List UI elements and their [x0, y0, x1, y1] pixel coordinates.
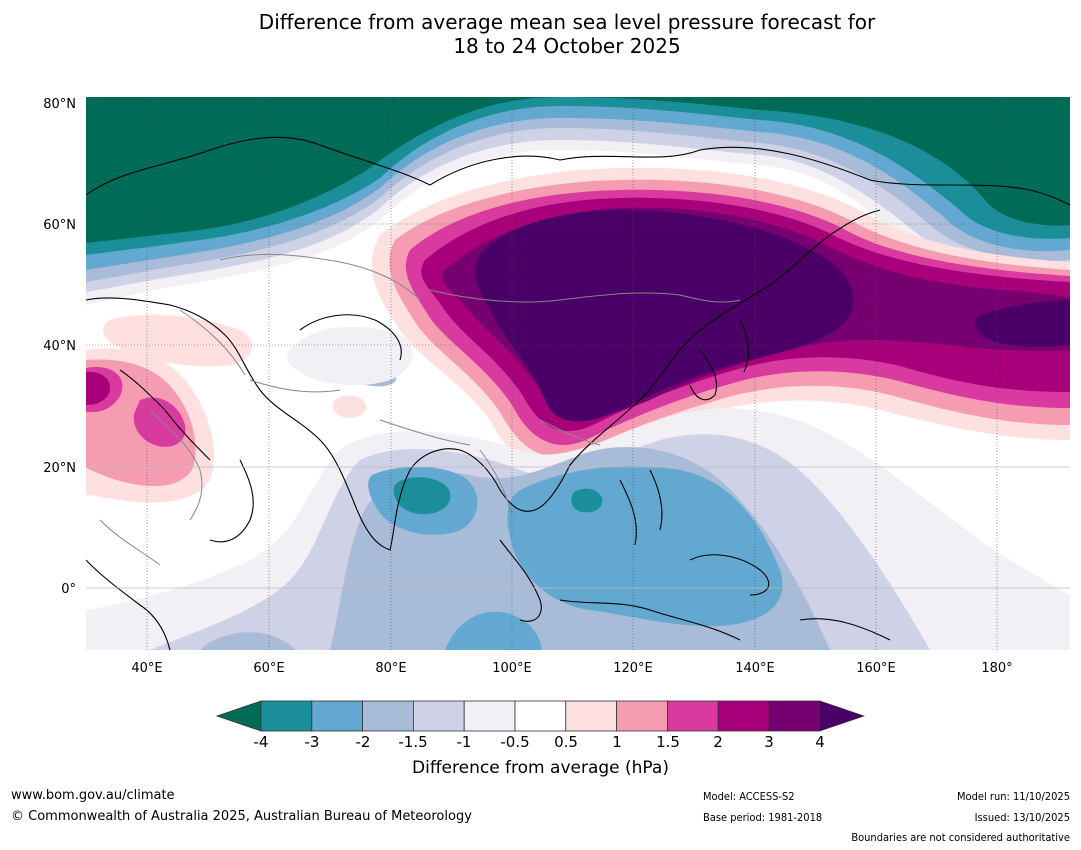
- lat-label-40n: 40°N: [43, 339, 76, 354]
- asia-high-core: [475, 210, 854, 422]
- lon-label-140e: 140°E: [735, 661, 775, 676]
- lat-label-20n: 20°N: [43, 461, 76, 476]
- title-line-2: 18 to 24 October 2025: [453, 34, 681, 58]
- colorbar-tick: -4: [253, 733, 269, 751]
- boundaries-disclaimer: Boundaries are not considered authoritat…: [851, 831, 1070, 844]
- coastlines: [86, 136, 1070, 650]
- model-name: Model: ACCESS-S2: [703, 790, 795, 803]
- bengal-low-core: [393, 477, 451, 515]
- colorbar-tick: 4: [815, 733, 825, 751]
- caspian-high: [103, 314, 253, 367]
- colorbar-tick: 2: [713, 733, 723, 751]
- website-link[interactable]: www.bom.gov.au/climate: [11, 788, 175, 803]
- base-period: Base period: 1981-2018: [703, 811, 823, 824]
- colorbar-swatch: [311, 700, 363, 732]
- colorbar-swatch: [717, 700, 770, 732]
- colorbar-swatch: [667, 700, 719, 732]
- colorbar-tick: 1.5: [656, 733, 680, 751]
- colorbar-tick: -1.5: [398, 733, 428, 751]
- colorbar-swatch: [412, 700, 465, 732]
- colorbar-swatch: [616, 700, 668, 732]
- scs-low-core: [571, 488, 603, 513]
- colorbar-tick: 1: [612, 733, 622, 751]
- lat-label-0: 0°: [61, 582, 76, 597]
- colorbar-swatch: [565, 700, 617, 732]
- graticule: [86, 97, 1070, 650]
- country-borders: [99, 253, 741, 566]
- colorbar-label: Difference from average (hPa): [412, 758, 669, 778]
- north-pacific-core: [974, 300, 1070, 347]
- title-line-1: Difference from average mean sea level p…: [258, 10, 876, 34]
- tibet-high: [332, 395, 367, 418]
- colorbar-swatch: [768, 700, 821, 732]
- longitude-labels: 40°E 60°E 80°E 100°E 120°E 140°E 160°E 1…: [131, 661, 1012, 676]
- lat-label-60n: 60°N: [43, 218, 76, 233]
- arabia-high-band-1p5: [133, 397, 186, 447]
- lon-label-40e: 40°E: [131, 661, 162, 676]
- pressure-anomaly-map: [86, 97, 1070, 650]
- colorbar-swatch: [463, 700, 516, 732]
- colorbar-tick: -3: [304, 733, 320, 751]
- colorbar: [215, 700, 866, 732]
- colorbar-tick: -1: [456, 733, 472, 751]
- colorbar-tick: 0.5: [554, 733, 578, 751]
- lon-label-100e: 100°E: [492, 661, 532, 676]
- copyright-text: © Commonwealth of Australia 2025, Austra…: [11, 809, 472, 824]
- mediterranean-high-core: [86, 371, 110, 405]
- colorbar-extend-high: [819, 700, 866, 732]
- colorbar-swatch: [260, 700, 313, 732]
- central-asia-low: [287, 326, 413, 386]
- tropics-low-band-2-africa: [200, 632, 295, 650]
- colorbar-tick: -0.5: [500, 733, 530, 751]
- graticule-solid: [86, 466, 1070, 589]
- lat-label-80n: 80°N: [43, 97, 76, 112]
- colorbar-tick: -2: [355, 733, 371, 751]
- lon-label-120e: 120°E: [613, 661, 653, 676]
- lon-label-80e: 80°E: [375, 661, 406, 676]
- arctic-low-core: [86, 97, 1070, 243]
- lon-label-160e: 160°E: [856, 661, 896, 676]
- lon-label-60e: 60°E: [253, 661, 284, 676]
- lon-label-180: 180°: [981, 661, 1012, 676]
- colorbar-swatch: [514, 700, 567, 732]
- tropics-low-band-2-south-core: [445, 611, 542, 650]
- map-title: Difference from average mean sea level p…: [0, 10, 1081, 58]
- issued-date: Issued: 13/10/2025: [974, 811, 1070, 824]
- colorbar-tick: 3: [764, 733, 774, 751]
- colorbar-extend-low: [215, 700, 262, 732]
- model-run-date: Model run: 11/10/2025: [957, 790, 1070, 803]
- latitude-labels: 80°N 60°N 40°N 20°N 0°: [43, 97, 76, 597]
- colorbar-swatch: [362, 700, 414, 732]
